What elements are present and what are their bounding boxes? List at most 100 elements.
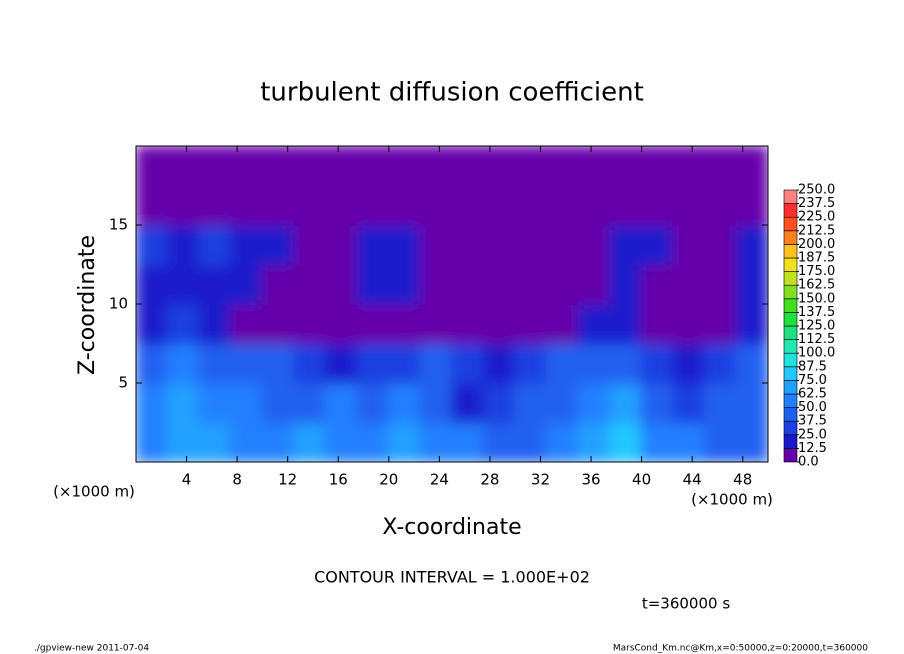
cell (672, 342, 706, 384)
cell (545, 421, 580, 462)
cell (293, 382, 327, 424)
colorbar-label: 175.0 (798, 264, 835, 279)
cell (419, 342, 453, 384)
colorbar-label: 37.5 (798, 414, 827, 429)
cell (198, 224, 232, 266)
cell (514, 303, 548, 345)
cell (672, 303, 706, 345)
cell (640, 421, 675, 462)
colorbar-box (783, 216, 798, 232)
time-label: t=360000 s (642, 595, 730, 613)
y-tick-label: 10 (109, 295, 128, 313)
colorbar-box (783, 312, 798, 327)
cells (136, 146, 768, 462)
cell (735, 224, 768, 266)
x-tick-label: 20 (379, 471, 398, 489)
cell (514, 184, 548, 226)
colorbar-label: 25.0 (798, 427, 827, 442)
cell (229, 263, 264, 305)
cell (514, 146, 548, 187)
cell (703, 303, 738, 345)
colorbar-label: 162.5 (798, 278, 835, 293)
cell (324, 184, 359, 226)
cell (482, 146, 517, 187)
cell (672, 224, 706, 266)
cell (419, 303, 453, 345)
cell (609, 263, 643, 305)
colorbar-label: 75.0 (798, 373, 827, 388)
colorbar-label: 200.0 (798, 237, 835, 252)
cell (545, 263, 580, 305)
cell (482, 421, 517, 462)
cell (261, 421, 295, 462)
cell (356, 303, 390, 345)
cell (577, 146, 611, 187)
colorbar-label: 250.0 (798, 183, 835, 198)
cell (609, 342, 643, 384)
cell (166, 382, 201, 424)
cell (672, 263, 706, 305)
colorbar-label: 12.5 (798, 441, 827, 456)
cell (609, 382, 643, 424)
y-tick-label: 5 (118, 374, 128, 392)
colorbar-label: 112.5 (798, 332, 835, 347)
cell (577, 382, 611, 424)
cell (640, 382, 675, 424)
cell (482, 184, 517, 226)
colorbar-box (783, 189, 798, 204)
colorbar-label: 125.0 (798, 319, 835, 334)
cell (703, 146, 738, 187)
cell (482, 263, 517, 305)
cell (356, 146, 390, 187)
x-tick-label: 48 (733, 471, 752, 489)
chart-title: turbulent diffusion coefficient (260, 78, 644, 108)
cell (136, 263, 169, 305)
cell (514, 421, 548, 462)
cell (735, 146, 768, 187)
cell (482, 382, 517, 424)
cell (451, 382, 485, 424)
cell (703, 421, 738, 462)
cell (261, 342, 295, 384)
cell (324, 146, 359, 187)
cell (136, 382, 169, 424)
cell (356, 382, 390, 424)
cell (166, 421, 201, 462)
colorbar-label: 150.0 (798, 291, 835, 306)
cell (324, 342, 359, 384)
cell (136, 342, 169, 384)
cell (419, 184, 453, 226)
cell (293, 224, 327, 266)
colorbar-box (783, 203, 798, 218)
cell (166, 184, 201, 226)
x-tick-label: 32 (531, 471, 550, 489)
cell (451, 146, 485, 187)
cell (136, 303, 169, 345)
cell (545, 224, 580, 266)
cell (419, 421, 453, 462)
colorbar-box (783, 271, 798, 286)
cell (356, 224, 390, 266)
cell (136, 146, 169, 187)
x-tick-label: 24 (430, 471, 449, 489)
cell (293, 421, 327, 462)
cell (356, 421, 390, 462)
x-tick-label: 28 (480, 471, 499, 489)
cell (166, 342, 201, 384)
cell (293, 184, 327, 226)
cell (451, 263, 485, 305)
cell (451, 342, 485, 384)
cell (356, 184, 390, 226)
colorbar-label: 87.5 (798, 359, 827, 374)
cell (229, 303, 264, 345)
cell (703, 184, 738, 226)
cell (324, 382, 359, 424)
cell (672, 382, 706, 424)
cell (482, 342, 517, 384)
x-tick-label: 44 (683, 471, 702, 489)
cell (198, 184, 232, 226)
cell (609, 184, 643, 226)
cell (166, 146, 201, 187)
colorbar-box (783, 244, 798, 259)
cell (229, 382, 264, 424)
